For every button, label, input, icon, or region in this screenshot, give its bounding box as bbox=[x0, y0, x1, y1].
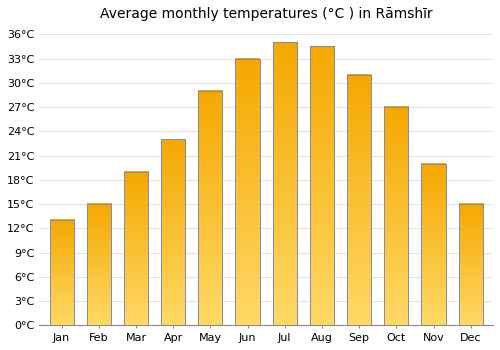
Title: Average monthly temperatures (°C ) in Rāmshīr: Average monthly temperatures (°C ) in Rā… bbox=[100, 7, 432, 21]
Bar bbox=[236, 58, 260, 326]
Bar bbox=[272, 42, 297, 326]
Bar bbox=[198, 91, 222, 326]
Bar bbox=[310, 47, 334, 326]
Bar bbox=[422, 164, 446, 326]
Bar bbox=[384, 107, 408, 326]
Bar bbox=[50, 220, 74, 326]
Bar bbox=[347, 75, 371, 326]
Bar bbox=[86, 204, 111, 326]
Bar bbox=[458, 204, 483, 326]
Bar bbox=[124, 172, 148, 326]
Bar bbox=[161, 139, 186, 326]
